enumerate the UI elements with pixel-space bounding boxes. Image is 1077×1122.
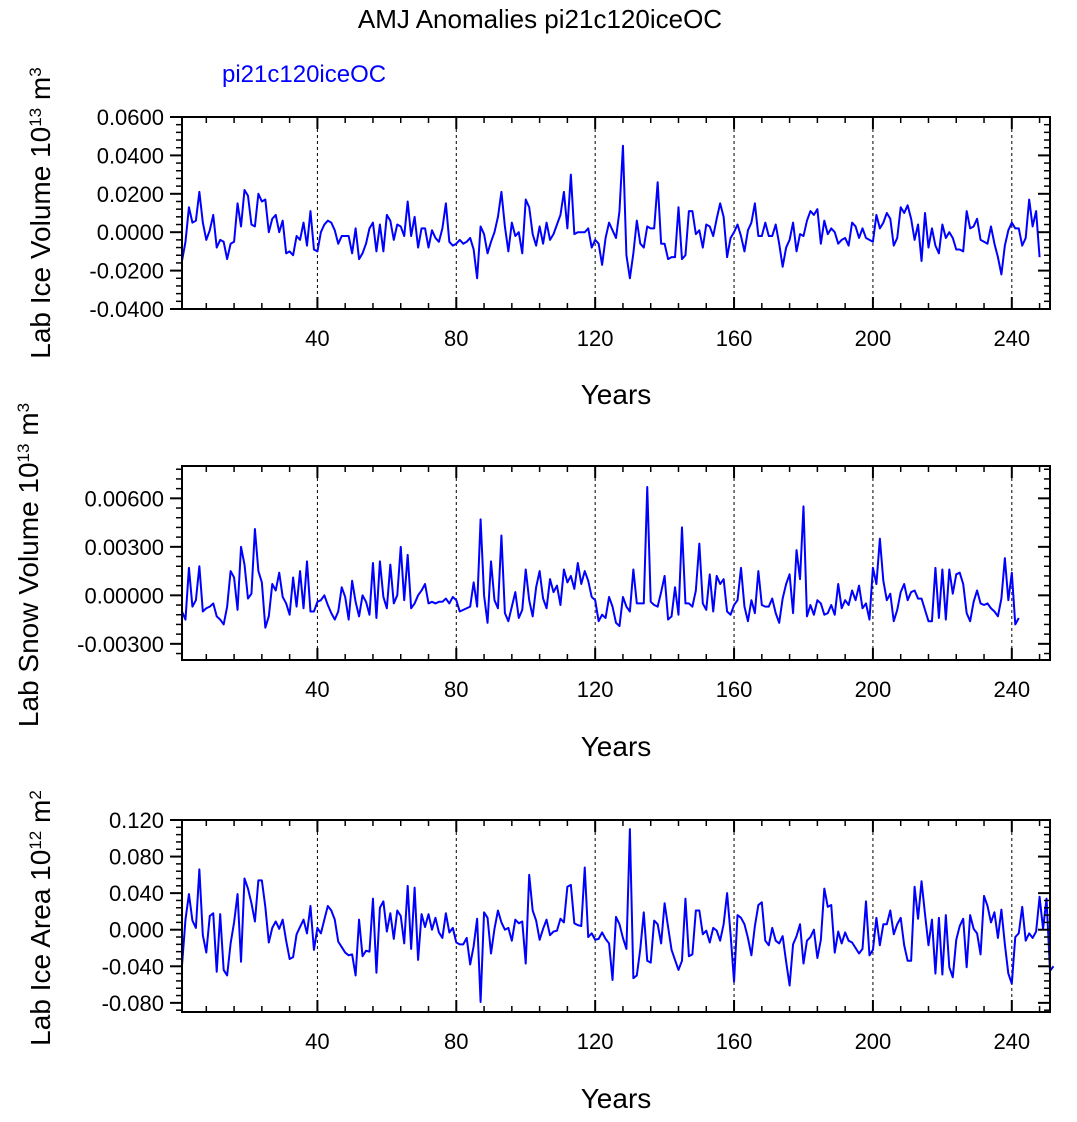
y-tick-label: 0.120 xyxy=(109,808,164,833)
x-tick-label: 120 xyxy=(577,326,614,351)
x-tick-label: 240 xyxy=(993,326,1030,351)
series-line-ice-volume xyxy=(181,144,1041,280)
x-tick-label: 160 xyxy=(716,326,753,351)
x-tick-label: 160 xyxy=(716,1029,753,1054)
y-axis-label-superscript: 3 xyxy=(14,403,33,412)
y-axis-label: Lab Ice Area 1012 m2 xyxy=(25,790,56,1046)
y-tick-label: 0.080 xyxy=(109,845,164,870)
y-axis-label-superscript: 3 xyxy=(26,67,45,76)
series-line-snow-volume xyxy=(181,486,1020,629)
figure-title: AMJ Anomalies pi21c120iceOC xyxy=(358,4,722,34)
x-tick-label: 80 xyxy=(444,326,468,351)
y-tick-label: 0.0400 xyxy=(97,143,164,168)
x-tick-label: 40 xyxy=(305,677,329,702)
x-axis-label: Years xyxy=(581,1083,652,1114)
y-tick-label: 0.0000 xyxy=(97,220,164,245)
panel-ice-area: -0.080 -0.040 0.000 0.040 0.080 0.120 40 80 120 1… xyxy=(25,790,1055,1114)
y-axis-label-text: m xyxy=(25,77,56,108)
y-tick-label: 0.0600 xyxy=(97,105,164,130)
x-tick-label: 200 xyxy=(855,326,892,351)
x-tick-label: 40 xyxy=(305,326,329,351)
y-axis-label-text: Lab Snow Volume 10 xyxy=(13,462,44,727)
y-axis-label-superscript: 13 xyxy=(26,108,45,127)
series-line-ice-area xyxy=(181,828,1055,1003)
y-tick-label: 0.00000 xyxy=(84,583,164,608)
plot-frame xyxy=(181,819,1051,1013)
y-axis-label-text: Lab Ice Area 10 xyxy=(25,850,56,1046)
y-tick-label: 0.000 xyxy=(109,918,164,943)
y-tick-label: 0.040 xyxy=(109,881,164,906)
x-axis-label: Years xyxy=(581,731,652,762)
y-tick-label: -0.040 xyxy=(102,954,164,979)
y-tick-label: -0.080 xyxy=(102,991,164,1016)
x-tick-label: 120 xyxy=(577,1029,614,1054)
y-axis-label: Lab Snow Volume 1013 m3 xyxy=(13,403,44,727)
y-tick-label: 0.00600 xyxy=(84,486,164,511)
y-tick-label: -0.0400 xyxy=(89,297,164,322)
y-axis-label-text: m xyxy=(13,412,44,443)
x-tick-label: 240 xyxy=(993,677,1030,702)
panel-snow-volume: -0.00300 0.00000 0.00300 0.00600 40 80 120 160 2… xyxy=(13,403,1051,762)
plot-frame xyxy=(181,465,1051,661)
x-tick-label: 120 xyxy=(577,677,614,702)
y-tick-label: 0.00300 xyxy=(84,535,164,560)
x-tick-label: 80 xyxy=(444,677,468,702)
y-axis-label-superscript: 2 xyxy=(26,790,45,799)
plot-frame xyxy=(181,116,1051,310)
x-tick-label: 200 xyxy=(855,677,892,702)
y-axis-label: Lab Ice Volume 1013 m3 xyxy=(25,67,56,358)
y-axis-label-text: Lab Ice Volume 10 xyxy=(25,127,56,359)
y-tick-label: -0.0200 xyxy=(89,259,164,284)
x-axis-label: Years xyxy=(581,379,652,410)
x-tick-label: 80 xyxy=(444,1029,468,1054)
x-tick-label: 40 xyxy=(305,1029,329,1054)
y-axis-label-superscript: 12 xyxy=(26,831,45,850)
y-axis-label-text: m xyxy=(25,800,56,831)
panels: -0.0400 -0.0200 0.0000 0.0200 0.0400 0.0600 40… xyxy=(13,67,1055,1114)
x-tick-label: 160 xyxy=(716,677,753,702)
x-tick-label: 240 xyxy=(993,1029,1030,1054)
y-axis-label-superscript: 13 xyxy=(14,444,33,463)
legend-label: pi21c120iceOC xyxy=(222,61,386,88)
panel-ice-volume: -0.0400 -0.0200 0.0000 0.0200 0.0400 0.0600 40… xyxy=(25,67,1051,410)
y-tick-label: -0.00300 xyxy=(77,632,164,657)
y-tick-label: 0.0200 xyxy=(97,182,164,207)
x-tick-label: 200 xyxy=(855,1029,892,1054)
